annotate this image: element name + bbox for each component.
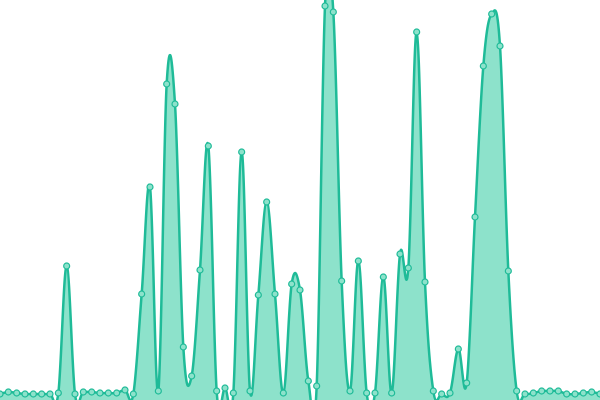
data-point — [304, 377, 312, 385]
data-point — [0, 390, 4, 398]
data-point — [379, 273, 387, 281]
data-point — [113, 389, 121, 397]
data-point — [546, 387, 554, 395]
data-point — [554, 387, 562, 395]
data-point — [496, 42, 504, 50]
data-point — [346, 387, 354, 395]
data-point — [121, 386, 129, 394]
data-point — [538, 387, 546, 395]
data-point — [521, 390, 529, 398]
data-point — [238, 148, 246, 156]
data-point — [188, 372, 196, 380]
data-point — [204, 142, 212, 150]
data-point — [229, 389, 237, 397]
data-point — [571, 390, 579, 398]
data-point — [363, 389, 371, 397]
data-point — [296, 286, 304, 294]
data-point — [213, 387, 221, 395]
data-point — [329, 8, 337, 16]
data-point — [446, 389, 454, 397]
data-point — [421, 278, 429, 286]
data-point — [129, 390, 137, 398]
data-point — [88, 388, 96, 396]
data-point — [96, 389, 104, 397]
data-point — [171, 100, 179, 108]
data-point — [104, 389, 112, 397]
data-point — [79, 388, 87, 396]
data-point — [513, 387, 521, 395]
data-point — [438, 390, 446, 398]
data-point — [354, 257, 362, 265]
data-point — [429, 387, 437, 395]
data-point — [529, 389, 537, 397]
data-point — [263, 198, 271, 206]
data-point — [321, 2, 329, 10]
data-point — [163, 80, 171, 88]
data-point — [179, 343, 187, 351]
data-point — [338, 277, 346, 285]
data-point — [471, 213, 479, 221]
data-point — [146, 183, 154, 191]
data-point — [254, 291, 262, 299]
data-point — [404, 264, 412, 272]
data-point — [396, 250, 404, 258]
data-point — [413, 28, 421, 36]
data-point — [479, 62, 487, 70]
data-point — [29, 390, 37, 398]
data-point — [13, 389, 21, 397]
data-point — [38, 390, 46, 398]
data-point — [21, 390, 29, 398]
data-point — [54, 389, 62, 397]
data-point — [71, 390, 79, 398]
data-point — [388, 389, 396, 397]
data-point — [46, 390, 54, 398]
data-point — [279, 389, 287, 397]
data-point — [504, 267, 512, 275]
data-point — [371, 389, 379, 397]
data-point — [454, 345, 462, 353]
data-point — [63, 262, 71, 270]
data-point — [138, 290, 146, 298]
data-point — [463, 379, 471, 387]
data-point — [579, 389, 587, 397]
data-point — [596, 390, 600, 398]
data-point — [488, 10, 496, 18]
data-point — [4, 388, 12, 396]
data-point — [246, 387, 254, 395]
data-point — [196, 266, 204, 274]
data-point — [221, 384, 229, 392]
data-point — [154, 387, 162, 395]
data-point — [563, 390, 571, 398]
data-point — [288, 280, 296, 288]
data-point — [271, 290, 279, 298]
data-point — [588, 388, 596, 396]
data-point — [313, 382, 321, 390]
